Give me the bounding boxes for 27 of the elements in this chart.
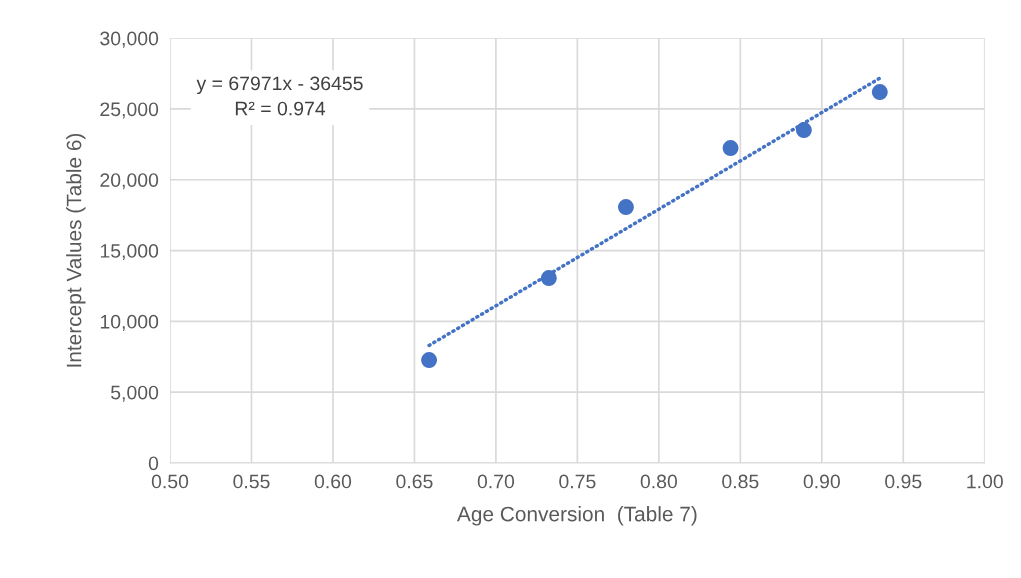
x-tick-label: 0.75 bbox=[559, 474, 596, 489]
x-tick-label: 0.60 bbox=[314, 474, 352, 489]
x-tick-label: 0.55 bbox=[233, 474, 270, 489]
x-tick-label: 0.50 bbox=[151, 474, 189, 489]
y-tick-label: 25,000 bbox=[100, 102, 159, 119]
x-tick-label: 0.85 bbox=[722, 474, 759, 489]
x-tick-label: 0.80 bbox=[640, 474, 678, 489]
x-tick-label: 0.95 bbox=[885, 474, 922, 489]
y-tick-label: 0 bbox=[148, 456, 159, 471]
y-tick-label: 20,000 bbox=[100, 173, 159, 190]
point bbox=[795, 122, 812, 139]
y-tick-label: 15,000 bbox=[100, 244, 159, 261]
point bbox=[617, 199, 634, 216]
point bbox=[871, 84, 888, 101]
point bbox=[722, 140, 739, 157]
y-axis-title: Intercept Values (Table 6) bbox=[66, 133, 86, 367]
y-tick-label: 5,000 bbox=[111, 385, 159, 402]
x-tick-label: 0.70 bbox=[477, 474, 515, 489]
point bbox=[540, 270, 557, 287]
x-tick-label: 1.00 bbox=[967, 474, 1003, 489]
point bbox=[421, 352, 438, 369]
y-tick-label: 30,000 bbox=[100, 31, 159, 48]
x-axis-title: Age Conversion (Table 7) bbox=[457, 506, 697, 526]
x-tick-label: 0.90 bbox=[803, 474, 840, 489]
annotation: y = 67971x - 36455 R² = 0.974 bbox=[196, 76, 363, 116]
y-tick-label: 10,000 bbox=[100, 314, 159, 331]
x-tick-label: 0.65 bbox=[396, 474, 433, 489]
